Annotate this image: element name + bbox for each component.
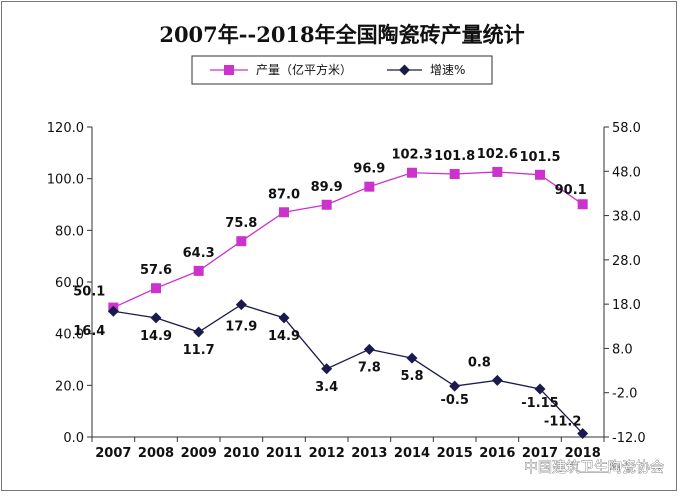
output-point <box>193 265 204 276</box>
x-tick-label: 2013 <box>351 446 387 461</box>
x-tick-label: 2017 <box>522 446 558 461</box>
y-right-tick-label: 58.0 <box>612 121 641 136</box>
x-tick-label: 2009 <box>181 446 217 461</box>
output-point <box>321 199 332 210</box>
y-right-tick-label: 18.0 <box>612 298 641 313</box>
x-tick-label: 2010 <box>223 446 259 461</box>
y-left-tick-label: 100.0 <box>47 173 84 188</box>
x-tick-label: 2018 <box>565 446 601 461</box>
growth-data-label: 0.8 <box>468 355 491 370</box>
output-line <box>113 171 584 309</box>
y-left-tick-label: 40.0 <box>55 328 84 343</box>
y-right-tick-label: 38.0 <box>612 210 641 225</box>
growth-line <box>113 303 584 434</box>
legend-label-growth: 增速% <box>430 63 465 77</box>
y-left-tick-label: 0.0 <box>63 431 84 446</box>
x-tick-label: 2012 <box>309 446 345 461</box>
chart-title: 2007年--2018年全国陶瓷砖产量统计 <box>159 22 524 47</box>
output-point <box>535 169 545 180</box>
output-data-label: 64.3 <box>183 246 215 261</box>
series-growth: 16.4 14.9 11.7 17.9 14.9 3.4 7.8 5.8 -0.5 0.8 -1.1… <box>73 299 589 439</box>
x-tick-label: 2007 <box>95 446 131 461</box>
growth-point <box>491 374 503 386</box>
output-data-label: 75.8 <box>225 216 257 231</box>
growth-data-label: 14.9 <box>268 329 300 344</box>
output-point <box>407 167 417 178</box>
x-tick-label: 2015 <box>437 446 473 461</box>
output-data-label: 96.9 <box>353 162 385 177</box>
y-left-tick-label: 80.0 <box>55 224 84 239</box>
growth-data-label: -0.5 <box>440 393 468 408</box>
growth-point <box>193 326 205 338</box>
x-tick-label: 2011 <box>266 446 302 461</box>
output-point <box>364 181 375 192</box>
y-left-tick-label: 20.0 <box>55 379 84 394</box>
growth-data-label: 5.8 <box>400 369 423 384</box>
output-point <box>492 166 503 177</box>
output-point <box>151 283 161 294</box>
growth-point <box>406 352 418 364</box>
output-data-label: 90.1 <box>555 183 587 198</box>
output-data-label: 102.3 <box>391 148 432 163</box>
output-point <box>577 199 588 210</box>
growth-point <box>150 312 162 324</box>
growth-data-label: -1.15 <box>521 396 558 411</box>
y-right-tick-label: 8.0 <box>612 342 633 357</box>
output-data-label: 87.0 <box>268 187 300 202</box>
growth-data-label: -11.2 <box>544 414 581 429</box>
legend-marker-output <box>224 65 234 75</box>
output-data-label: 101.5 <box>519 150 560 165</box>
x-tick-label: 2016 <box>479 446 515 461</box>
output-data-label: 50.1 <box>73 285 105 300</box>
legend-marker-growth <box>399 64 410 76</box>
output-point <box>279 207 289 218</box>
legend: 产量（亿平方米） 增速% <box>191 55 493 85</box>
growth-point <box>449 380 461 392</box>
x-tick-label: 2014 <box>394 446 430 461</box>
output-point <box>236 236 247 247</box>
x-tick-label: 2008 <box>138 446 174 461</box>
y-right-tick-label: -2.0 <box>612 387 637 402</box>
growth-data-label: 17.9 <box>225 320 257 335</box>
watermark-text: 中国建筑卫生陶瓷协会 <box>524 460 664 476</box>
growth-data-label: 3.4 <box>315 380 338 395</box>
axes: 0.0 20.0 40.0 60.0 80.0 100.0 120.0 -12.0 -2.0 8.… <box>47 121 646 461</box>
y-right-tick-label: 48.0 <box>612 165 641 180</box>
legend-label-output: 产量（亿平方米） <box>256 62 352 77</box>
growth-point <box>363 343 375 355</box>
growth-point <box>107 305 119 317</box>
growth-data-label: 16.4 <box>73 324 105 339</box>
growth-data-label: 14.9 <box>140 329 172 344</box>
output-data-label: 102.6 <box>477 147 518 162</box>
y-left-tick-label: 60.0 <box>55 276 84 291</box>
y-right-tick-label: 28.0 <box>612 254 641 269</box>
y-left-tick-label: 120.0 <box>47 121 84 136</box>
output-data-label: 89.9 <box>311 180 343 195</box>
y-right-tick-label: -12.0 <box>612 431 646 446</box>
growth-point <box>278 312 290 324</box>
growth-point <box>534 383 546 395</box>
growth-point <box>321 363 333 375</box>
growth-point <box>577 427 589 439</box>
growth-point <box>235 299 247 311</box>
output-point <box>449 169 460 180</box>
growth-data-label: 7.8 <box>358 360 381 375</box>
output-data-label: 57.6 <box>140 263 172 278</box>
output-data-label: 101.8 <box>434 149 475 164</box>
growth-data-label: 11.7 <box>183 343 215 358</box>
